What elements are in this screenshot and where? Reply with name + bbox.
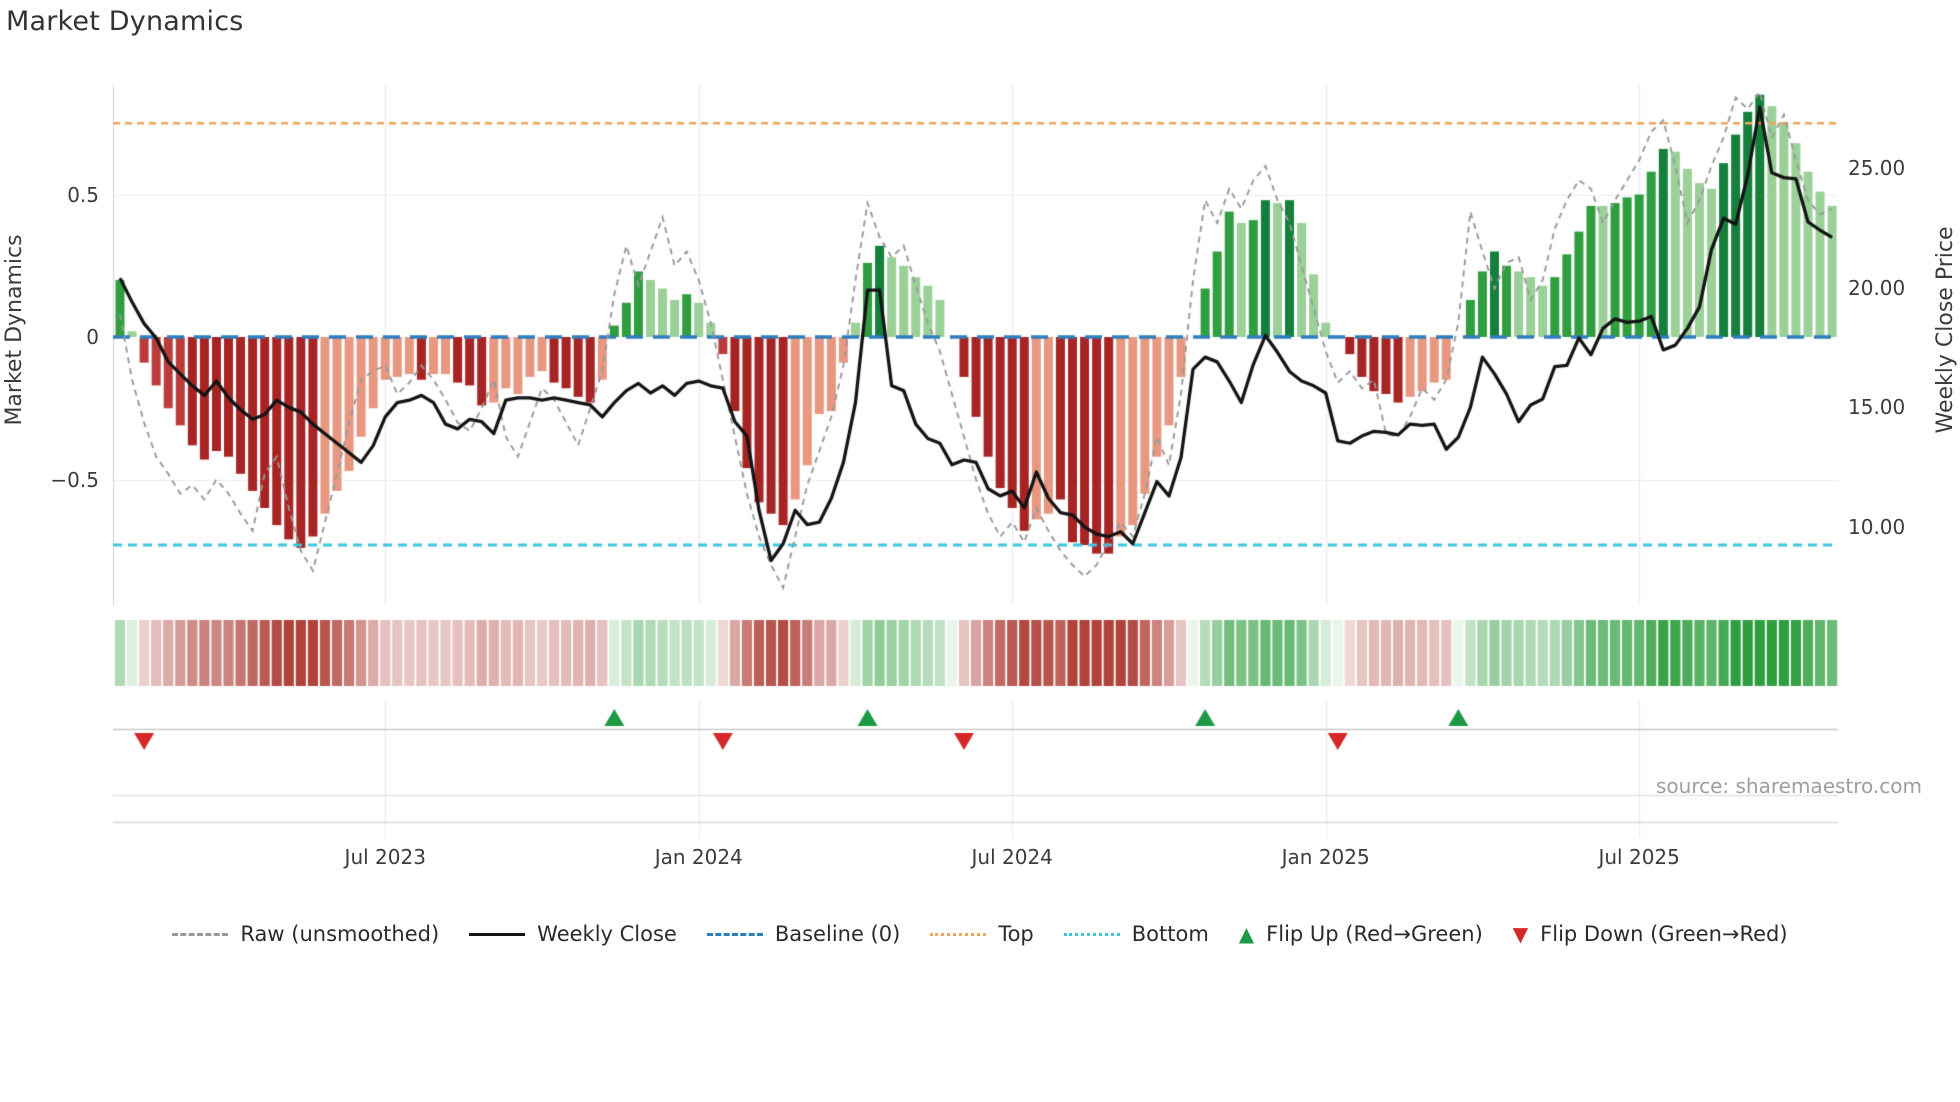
left-axis-tick-label: 0.5 [67,182,99,207]
x-axis-tick-label: Jan 2025 [1281,845,1370,869]
legend-item: ▲ Flip Up (Red→Green) [1239,922,1483,946]
chart-legend: Raw (unsmoothed) Weekly Close Baseline (0)… [0,922,1960,946]
legend-label: Top [998,922,1034,946]
legend-label: Weekly Close [537,922,677,946]
flip-down-icon: ▼ [1512,922,1529,946]
legend-item: Top [930,922,1034,946]
legend-item: Weekly Close [469,922,677,946]
flip-up-icon: ▲ [1238,922,1255,946]
legend-label: Flip Up (Red→Green) [1266,922,1483,946]
x-axis-tick-label: Jul 2025 [1598,845,1680,869]
right-axis-tick-label: 10.00 [1848,515,1906,539]
right-axis-title: Weekly Close Price [1933,226,1958,434]
legend-label: Baseline (0) [774,922,901,946]
legend-line-sample [1063,932,1120,936]
x-axis-tick-label: Jul 2024 [971,845,1053,869]
left-axis-title: Market Dynamics [2,234,27,426]
page-title: Market Dynamics [6,6,244,37]
legend-line-sample [706,932,763,936]
legend-label: Flip Down (Green→Red) [1540,922,1788,946]
legend-line-sample [469,932,526,936]
left-axis-tick-label: 0 [86,325,99,349]
left-axis-tick-label: −0.5 [50,467,99,492]
legend-line-sample [172,932,229,936]
legend-item: Raw (unsmoothed) [172,922,439,946]
right-axis-tick-label: 15.00 [1848,395,1906,420]
legend-item: Bottom [1063,922,1209,946]
x-axis-tick-label: Jan 2024 [654,845,743,869]
legend-item: Baseline (0) [706,922,901,946]
right-axis-tick-label: 25.00 [1848,156,1906,181]
legend-line-sample [930,932,987,936]
x-axis-tick-label: Jul 2023 [344,845,426,869]
legend-label: Bottom [1131,922,1209,946]
right-axis-tick-label: 20.00 [1848,275,1906,300]
legend-label: Raw (unsmoothed) [240,922,440,946]
source-caption: source: sharemaestro.com [1656,774,1922,798]
legend-item: ▼ Flip Down (Green→Red) [1513,922,1788,946]
